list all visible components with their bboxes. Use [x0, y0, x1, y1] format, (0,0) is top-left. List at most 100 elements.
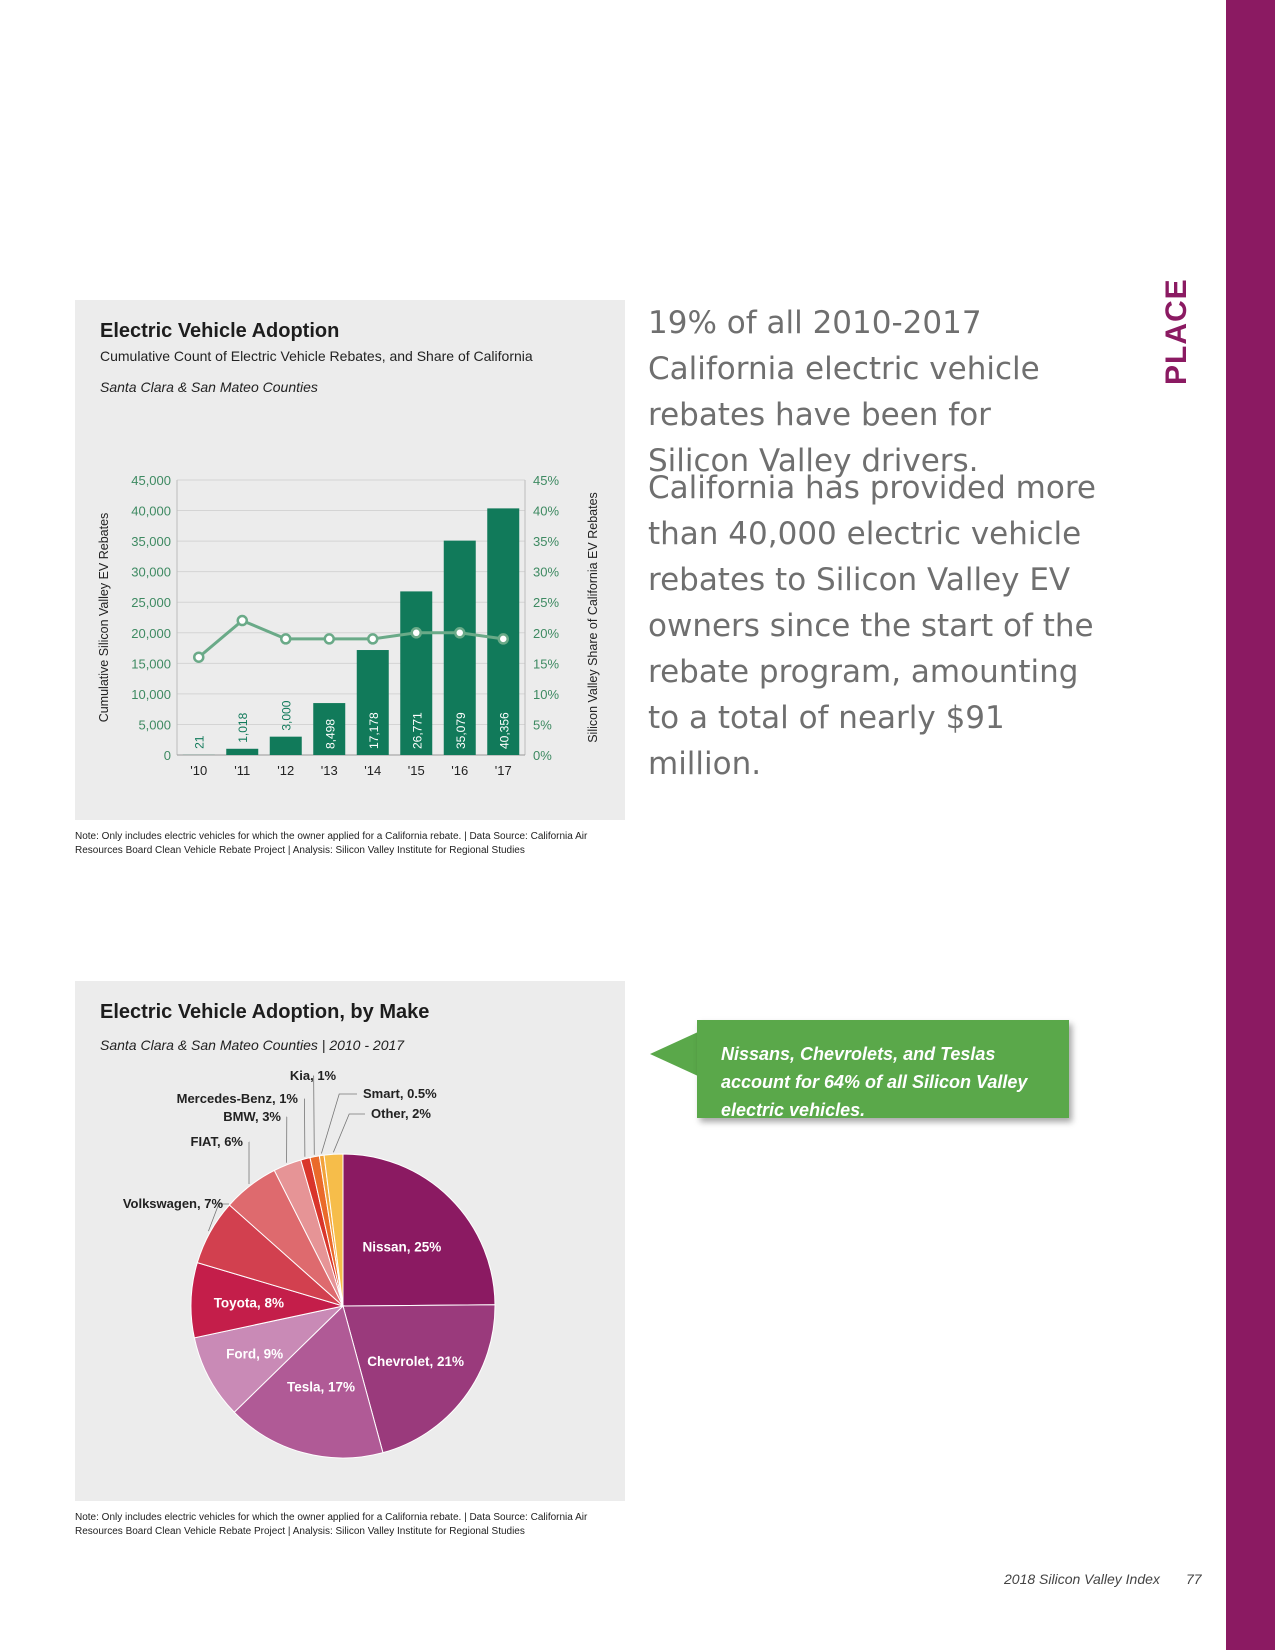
pie-slice-label: Kia, 1% — [290, 1068, 337, 1083]
y-tick-label: 40,000 — [131, 504, 171, 519]
x-tick-label: '17 — [495, 763, 512, 778]
pie-slice-label: Tesla, 17% — [287, 1380, 355, 1395]
bar — [356, 650, 389, 755]
chart1-title: Electric Vehicle Adoption — [100, 320, 340, 342]
y-axis-title: Cumulative Silicon Valley EV Rebates — [97, 513, 111, 723]
page-number: 77 — [1186, 1571, 1202, 1587]
x-tick-label: '14 — [364, 763, 381, 778]
pie-slice-label: Toyota, 8% — [214, 1295, 284, 1310]
pie-chart: Nissan, 25% Chevrolet, 21% Tesla, 17% Ford,… — [123, 1068, 496, 1459]
footer-title: 2018 Silicon Valley Index — [1004, 1571, 1160, 1587]
y-tick-label: 5,000 — [138, 717, 171, 732]
y-tick-label: 15,000 — [131, 656, 171, 671]
pie-slice-label: BMW, 3% — [223, 1109, 281, 1124]
bar — [443, 540, 476, 755]
pie-leader-line — [304, 1098, 306, 1157]
x-tick-label: '10 — [190, 763, 207, 778]
pie-slice-label: Chevrolet, 21% — [367, 1354, 464, 1369]
pie-slice-label: Mercedes-Benz, 1% — [177, 1091, 299, 1106]
bar-value-label: 1,018 — [236, 712, 250, 742]
pie-leader-line — [208, 1203, 229, 1232]
pie-slice-label: FIAT, 6% — [191, 1134, 244, 1149]
y2-tick-label: 0% — [533, 748, 552, 763]
x-tick-label: '13 — [321, 763, 338, 778]
callout-arrow — [650, 1032, 698, 1076]
y-tick-label: 0 — [164, 748, 171, 763]
share-point — [497, 633, 509, 645]
pie-slice-label: Volkswagen, 7% — [123, 1196, 224, 1211]
bar-line-chart: 0 0% 5,000 5% 10,000 10% 15,000 15% 20,000 20% 25,… — [97, 473, 600, 778]
pie-slice — [323, 1153, 344, 1307]
bar — [487, 508, 520, 755]
bar-value-label: 3,000 — [280, 700, 294, 730]
pie-slice-label: Ford, 9% — [226, 1346, 283, 1361]
x-tick-label: '15 — [408, 763, 425, 778]
chart1-subtitle: Cumulative Count of Electric Vehicle Reb… — [100, 348, 533, 364]
y-tick-label: 35,000 — [131, 534, 171, 549]
callout-box: Nissans, Chevrolets, and Teslas account … — [697, 1020, 1069, 1120]
bar-value-label: 26,771 — [410, 712, 424, 749]
pie-leader-line — [321, 1093, 357, 1154]
chart2-note-line1: Note: Only includes electric vehicles fo… — [75, 1512, 588, 1523]
chart1-region: Santa Clara & San Mateo Counties — [100, 379, 318, 395]
y-tick-label: 25,000 — [131, 595, 171, 610]
bar — [313, 703, 346, 755]
y-tick-label: 20,000 — [131, 626, 171, 641]
chart1-note-line2: Resources Board Clean Vehicle Rebate Pro… — [75, 845, 525, 856]
chart2-note-line2: Resources Board Clean Vehicle Rebate Pro… — [75, 1526, 525, 1537]
y2-tick-label: 40% — [533, 504, 559, 519]
side-band — [1226, 0, 1275, 1650]
bar-value-label: 17,178 — [367, 712, 381, 749]
bar — [226, 748, 259, 755]
share-point — [367, 633, 379, 645]
share-point — [454, 627, 466, 639]
y2-tick-label: 10% — [533, 687, 559, 702]
share-line — [197, 618, 504, 659]
headline-stat: 19% of all 2010-2017 California electric… — [648, 305, 1040, 479]
y2-tick-label: 35% — [533, 534, 559, 549]
bar — [400, 591, 433, 755]
bar-value-label: 40,356 — [497, 712, 511, 749]
bar-value-label: 21 — [193, 735, 207, 749]
pie-leader-line — [313, 1075, 315, 1155]
pie-slice-label: Smart, 0.5% — [363, 1086, 437, 1101]
x-tick-label: '12 — [277, 763, 294, 778]
chart2-region: Santa Clara & San Mateo Counties | 2010 … — [100, 1037, 405, 1053]
chart2-title: Electric Vehicle Adoption, by Make — [100, 1001, 430, 1023]
x-tick-label: '16 — [451, 763, 468, 778]
y2-tick-label: 45% — [533, 473, 559, 488]
bar-value-label: 8,498 — [323, 719, 337, 749]
y-tick-label: 10,000 — [131, 687, 171, 702]
share-point — [236, 614, 248, 627]
x-tick-label: '11 — [234, 763, 250, 778]
ev-adoption-chart-panel: Electric Vehicle Adoption Cumulative Cou… — [75, 300, 625, 820]
y-tick-label: 30,000 — [131, 565, 171, 580]
y-tick-label: 45,000 — [131, 473, 171, 488]
callout-text: Nissans, Chevrolets, and Teslas account … — [721, 1044, 1028, 1120]
pie-slice — [342, 1304, 496, 1454]
chart1-note: Note: Only includes electric vehicles fo… — [75, 830, 635, 858]
y2-tick-label: 30% — [533, 565, 559, 580]
share-point — [280, 633, 292, 645]
y2-tick-label: 5% — [533, 717, 552, 732]
share-point — [323, 633, 335, 645]
pie-slice — [233, 1305, 384, 1459]
pie-slice — [193, 1305, 345, 1413]
pie-slice — [342, 1153, 496, 1307]
bar-value-label: 35,079 — [454, 712, 468, 749]
y2-axis-title: Silicon Valley Share of California EV Re… — [586, 492, 600, 743]
share-point — [193, 651, 205, 663]
share-point — [410, 627, 422, 639]
body-paragraph: California has provided more than 40,000… — [648, 470, 1096, 782]
pie-slice-label: Other, 2% — [371, 1106, 431, 1121]
bar — [269, 736, 302, 755]
pie-leader-line — [333, 1113, 365, 1153]
y2-tick-label: 15% — [533, 656, 559, 671]
chart1-note-line1: Note: Only includes electric vehicles fo… — [75, 831, 588, 842]
pie-slice-label: Nissan, 25% — [362, 1240, 441, 1255]
y2-tick-label: 20% — [533, 626, 559, 641]
ev-make-chart-panel: Electric Vehicle Adoption, by Make Santa… — [75, 981, 625, 1501]
y2-tick-label: 25% — [533, 595, 559, 610]
chart2-note: Note: Only includes electric vehicles fo… — [75, 1511, 635, 1539]
section-label-text: PLACE — [1160, 278, 1193, 385]
